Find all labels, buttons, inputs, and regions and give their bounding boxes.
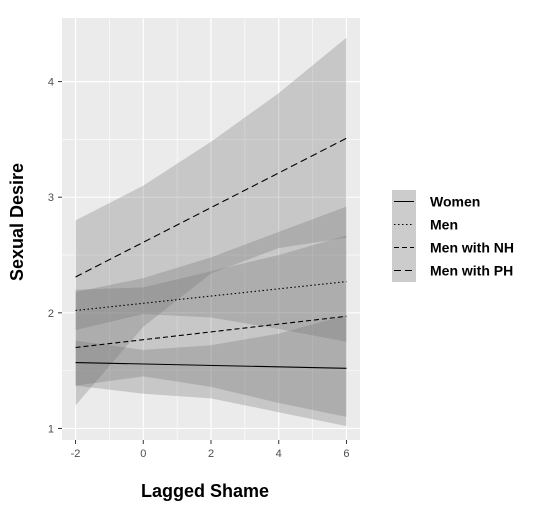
y-tick-label: 1 (48, 423, 54, 435)
y-tick-label: 4 (48, 77, 54, 89)
y-axis-ticks: 1 2 3 4 (48, 77, 62, 435)
legend-key-fill-men (392, 213, 416, 236)
legend-key-fill-men-with-ph (392, 259, 416, 282)
legend: Women Men Men with NH Men with PH (392, 190, 514, 282)
y-tick-label: 3 (48, 192, 54, 204)
ci-ribbon-men-with-nh (75, 206, 347, 427)
legend-label-men-with-nh: Men with NH (430, 240, 514, 256)
x-tick-label: 6 (343, 448, 349, 460)
x-tick-label: 2 (208, 448, 214, 460)
y-tick-label: 2 (48, 308, 54, 320)
ci-ribbon-men (75, 235, 347, 342)
x-tick-label: -2 (71, 448, 81, 460)
line-women (75, 361, 347, 369)
x-axis-title: Lagged Shame (141, 481, 269, 501)
legend-key-bg-men (392, 213, 416, 236)
x-axis-ticks: -2 0 2 4 6 (71, 440, 350, 460)
legend-label-women: Women (430, 194, 480, 210)
x-tick-label: 0 (140, 448, 146, 460)
confidence-ribbons (75, 37, 347, 427)
legend-key-bg-men-with-ph (392, 259, 416, 282)
ci-ribbon-women (75, 315, 347, 417)
series-lines (75, 137, 347, 369)
line-men (75, 281, 347, 312)
major-gridlines (62, 18, 360, 440)
legend-label-men-with-ph: Men with PH (430, 263, 513, 279)
x-tick-label: 4 (276, 448, 282, 460)
y-axis-title: Sexual Desire (7, 163, 27, 281)
ci-ribbon-men-with-ph (75, 37, 347, 406)
line-men-with-nh (75, 315, 347, 349)
line-men-with-ph (75, 137, 347, 278)
legend-label-men: Men (430, 217, 458, 233)
